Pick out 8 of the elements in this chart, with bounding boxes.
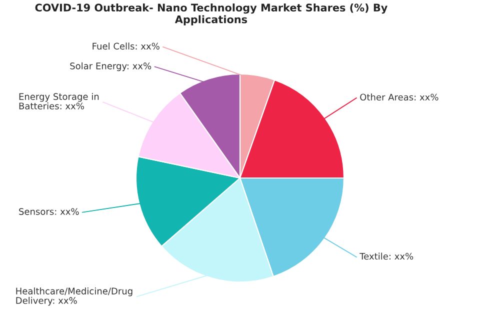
chart-title: COVID-19 Outbreak- Nano Technology Market Shares (%) By Applications xyxy=(35,3,388,26)
slice-label: Other Areas: xx% xyxy=(360,94,438,101)
slice-label: Fuel Cells: xx% xyxy=(92,42,160,50)
slice-label: Sensors: xx% xyxy=(19,208,79,215)
slice-label: Energy Storage in Batteries: xx% xyxy=(19,93,99,110)
slice-label: Solar Energy: xx% xyxy=(70,62,152,72)
slice-label: Textile: xx% xyxy=(360,252,414,260)
slice-label: Healthcare/Medicine/Drug Delivery: xx% xyxy=(16,287,132,306)
